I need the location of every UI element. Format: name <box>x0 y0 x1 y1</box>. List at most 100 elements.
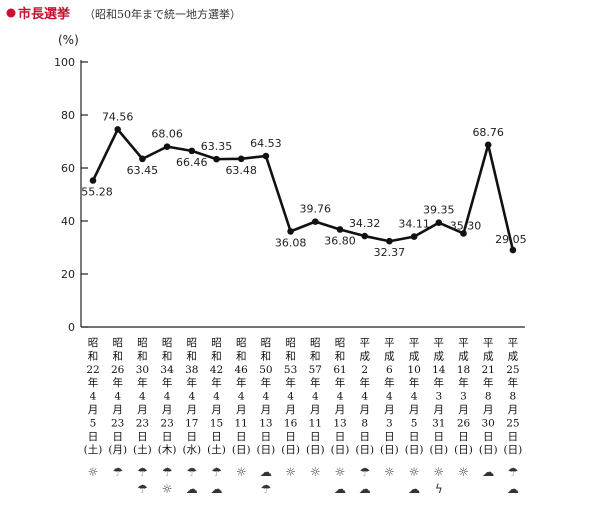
date-char: 月 <box>187 404 198 416</box>
date-char: 日 <box>409 431 420 443</box>
date-char: 日 <box>112 431 123 443</box>
date-char: 和 <box>88 350 99 362</box>
date-char: 月 <box>508 404 519 416</box>
date-char: 昭 <box>261 337 272 349</box>
data-label: 63.48 <box>225 164 257 177</box>
data-label: 39.76 <box>300 203 332 216</box>
date-char: 4 <box>411 391 418 403</box>
data-label: 74.56 <box>102 110 134 123</box>
date-char: 昭 <box>285 337 296 349</box>
date-char: 日 <box>162 431 173 443</box>
date-char: 平 <box>458 337 469 349</box>
date-char: 日 <box>211 431 222 443</box>
date-char: 成 <box>359 350 370 362</box>
date-char: 月 <box>137 404 148 416</box>
sun-icon: ☼ <box>458 465 469 479</box>
chart-header: 市長選挙 （昭和50年まで統一地方選挙） <box>6 6 241 22</box>
data-point <box>213 155 220 163</box>
sun-icon: ☼ <box>162 482 173 496</box>
date-char: 月 <box>112 404 123 416</box>
date-char: 年 <box>285 376 296 389</box>
date-char: (水) <box>182 444 201 456</box>
date-char: 26 <box>111 364 125 376</box>
date-char: 平 <box>359 337 370 349</box>
date-char: 5 <box>411 417 418 429</box>
date-char: 成 <box>458 350 469 362</box>
date-char: (日) <box>306 444 325 456</box>
date-char: 年 <box>508 376 519 389</box>
date-char: 年 <box>434 376 445 389</box>
data-label: 34.11 <box>398 218 430 231</box>
umbrella-icon: ☂ <box>137 482 148 496</box>
date-char: 平 <box>409 337 420 349</box>
date-char: 昭 <box>310 337 321 349</box>
date-char: 年 <box>384 376 395 389</box>
data-label: 29.05 <box>495 233 527 246</box>
date-char: 月 <box>285 404 296 416</box>
date-char: (日) <box>232 444 251 456</box>
data-point <box>89 177 97 184</box>
date-char: 年 <box>310 376 321 389</box>
date-char: 和 <box>137 350 148 362</box>
date-char: 15 <box>210 417 223 429</box>
date-char: 4 <box>213 391 220 403</box>
data-point <box>114 126 121 133</box>
date-char: 42 <box>210 364 223 376</box>
date-char: 23 <box>160 417 173 429</box>
date-char: 月 <box>359 404 370 416</box>
date-char: 30 <box>136 364 149 376</box>
date-char: 月 <box>88 404 99 416</box>
date-char: 年 <box>137 376 148 389</box>
date-char: (日) <box>380 444 399 456</box>
data-label: 34.32 <box>349 217 381 230</box>
data-point <box>410 233 418 240</box>
date-char: 和 <box>112 350 123 362</box>
data-point <box>361 232 369 240</box>
data-point <box>262 152 270 160</box>
date-char: (日) <box>355 444 374 456</box>
date-char: (日) <box>405 444 424 456</box>
date-char: (土) <box>133 443 152 456</box>
data-label: 39.35 <box>423 204 455 217</box>
cloud-icon: ☁ <box>334 482 346 496</box>
data-label: 64.53 <box>250 137 282 150</box>
date-char: 3 <box>460 391 467 403</box>
sun-icon: ☼ <box>88 465 99 479</box>
date-char: 13 <box>259 417 272 429</box>
date-char: 月 <box>310 404 321 416</box>
date-char: 平 <box>434 337 445 349</box>
data-point <box>484 141 492 149</box>
date-char: 月 <box>162 404 173 416</box>
date-char: (土) <box>207 443 226 456</box>
weather-icons: ☼ ☂ ☂ ☂ ☂ ☼ ☂ ☁ ☂ ☁ ☼ ☁ ☂ ☼ ☼ ☼ ☁ ☂ ☁ ☼ ☼ ☁ ☼ ϟ ☼ ☁ ☂ ☁ <box>88 465 519 496</box>
data-label: 32.37 <box>374 246 406 259</box>
date-char: 18 <box>457 364 470 376</box>
y-tick-label: 80 <box>61 109 75 122</box>
date-char: 成 <box>434 350 445 362</box>
date-char: 25 <box>506 364 519 376</box>
date-char: 年 <box>335 376 346 389</box>
data-label: 36.80 <box>324 234 356 247</box>
date-char: 4 <box>164 391 171 403</box>
date-char: 8 <box>485 391 492 403</box>
umbrella-icon: ☂ <box>359 465 370 479</box>
date-char: 昭 <box>236 337 247 349</box>
date-char: 日 <box>508 431 519 443</box>
date-char: (日) <box>257 444 276 456</box>
date-char: 和 <box>236 350 247 362</box>
date-char: 6 <box>386 364 393 376</box>
data-point <box>460 230 467 237</box>
date-char: 和 <box>285 350 296 362</box>
date-char: 和 <box>211 350 222 362</box>
date-char: 年 <box>458 376 469 389</box>
date-char: 日 <box>458 431 469 443</box>
date-char: 昭 <box>112 337 123 349</box>
date-char: 5 <box>90 417 97 429</box>
